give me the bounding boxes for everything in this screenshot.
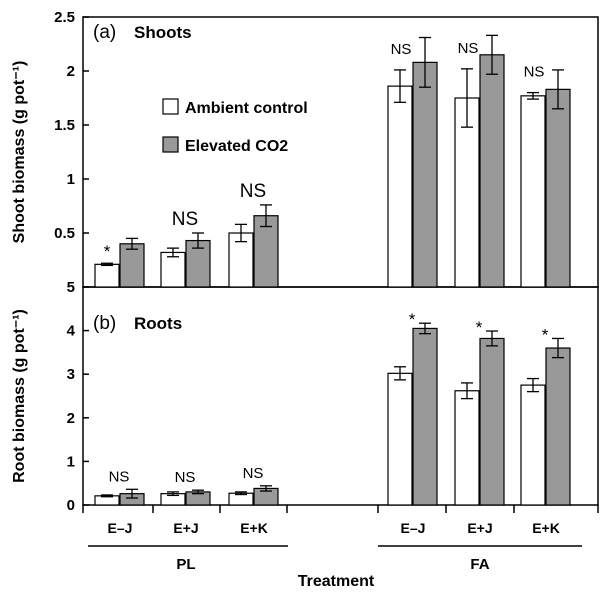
bar-a-ambient-1 (160, 251, 186, 288)
panel-b-ytick-label: 0 (67, 497, 75, 514)
bar-a-elevated-5 (545, 88, 571, 288)
panel-a-title: Shoots (134, 23, 192, 42)
panel-a-ytick-label: 1.5 (54, 117, 75, 134)
panel-a-ytick-label: 5 (67, 279, 75, 296)
bar-a-elevated-4 (479, 54, 505, 288)
panel-a-tag: (a) (93, 22, 116, 43)
panel-a-significance-1: NS (172, 209, 198, 230)
panel-a-ylabel: Shoot biomass (g pot⁻¹) (11, 61, 28, 244)
bar-a-ambient-4 (454, 97, 480, 288)
panel-b-ylabel: Root biomass (g pot⁻¹) (11, 309, 28, 483)
bar-b-ambient-4 (454, 390, 480, 506)
panel-a-significance-2: NS (240, 181, 266, 202)
panel-a-significance-4: NS (458, 40, 479, 57)
bar-a-ambient-0 (94, 263, 120, 288)
panel-a-ytick-label: 0.5 (54, 225, 75, 242)
legend: Ambient control Elevated CO2 (162, 98, 308, 155)
category-label-pl-0: E–J (108, 520, 133, 536)
panel-b-ytick-label: 4 (67, 323, 76, 340)
panel-b-tag: (b) (93, 313, 116, 334)
panel-b-ytick-label: 3 (67, 366, 75, 383)
bar-b-ambient-3 (387, 372, 413, 506)
group-label-fa: FA (470, 556, 489, 573)
bar-b-ambient-5 (520, 384, 546, 506)
bar-b-elevated-5 (545, 347, 571, 506)
category-label-pl-2: E+K (240, 520, 268, 536)
panel-b-significance-1: NS (175, 469, 196, 486)
legend-label-0: Ambient control (185, 100, 308, 117)
panel-b-ytick-label: 2 (67, 410, 75, 427)
panel-b-significance-3: * (409, 310, 416, 329)
legend-swatch-0 (162, 98, 179, 115)
bar-a-elevated-0 (119, 243, 145, 288)
panel-b-frame (82, 286, 599, 506)
axes-frames (82, 16, 599, 547)
bar-a-ambient-3 (387, 85, 413, 288)
bar-a-elevated-3 (412, 61, 438, 288)
x-axis-title: Treatment (298, 573, 375, 590)
category-label-pl-1: E+J (173, 520, 198, 536)
bar-b-elevated-3 (412, 327, 438, 506)
category-label-fa-1: E+J (467, 520, 492, 536)
panel-a-ytick-label: 1 (67, 171, 75, 188)
bar-a-ambient-5 (520, 95, 546, 288)
legend-swatch-1 (162, 136, 179, 153)
panel-a-significance-0: * (104, 242, 111, 261)
panel-b-title: Roots (134, 314, 182, 333)
panel-a-ytick-label: 2 (67, 63, 75, 80)
category-label-fa-2: E+K (532, 520, 560, 536)
bar-a-elevated-2 (253, 215, 279, 288)
panel-b-ytick-label: 1 (67, 453, 75, 470)
panel-b-significance-5: * (542, 325, 549, 344)
panel-b-significance-2: NS (243, 465, 264, 482)
bars (94, 34, 571, 506)
panel-a-significance-3: NS (391, 41, 412, 58)
bar-b-elevated-4 (479, 337, 505, 506)
panel-b-significance-0: NS (109, 468, 130, 485)
panel-a-ytick-label: 2.5 (54, 9, 75, 26)
labels: 5 0.5 1 1.5 2 2.5 Shoot biomass (g pot⁻¹) (a) Sh… (11, 9, 560, 590)
category-label-fa-0: E–J (401, 520, 426, 536)
panel-b-significance-4: * (476, 318, 483, 337)
panel-a-significance-5: NS (524, 64, 545, 81)
legend-label-1: Elevated CO2 (185, 138, 288, 155)
group-label-pl: PL (176, 556, 195, 573)
